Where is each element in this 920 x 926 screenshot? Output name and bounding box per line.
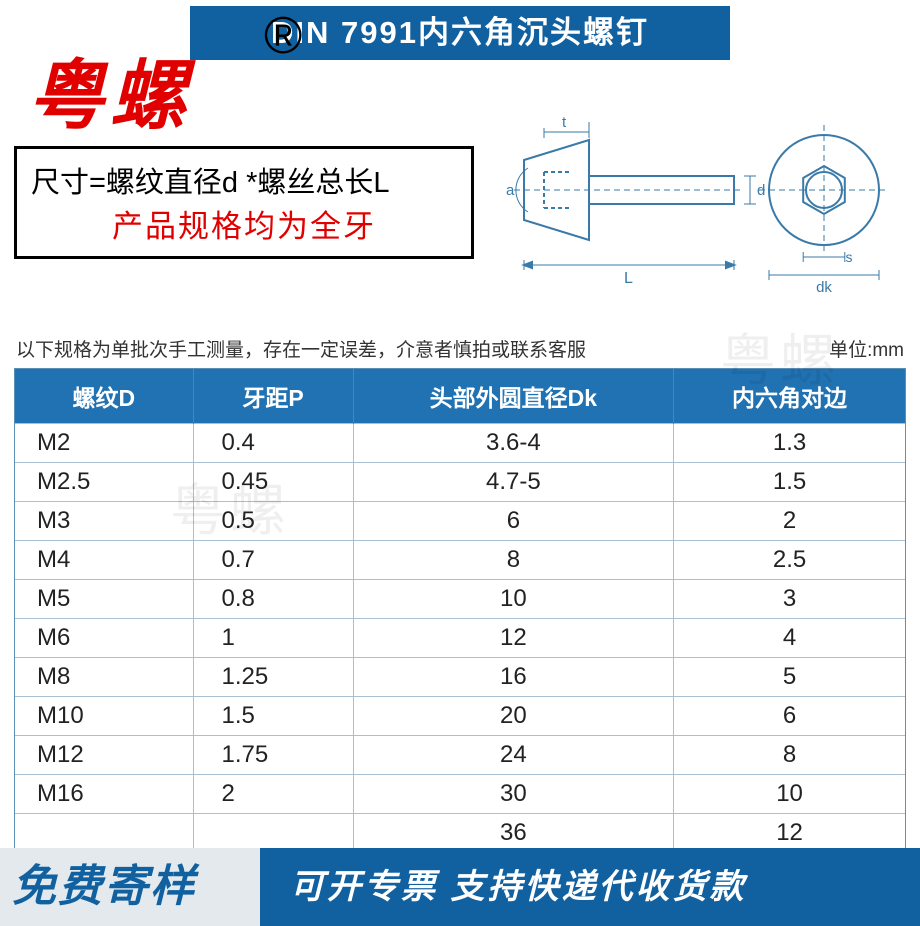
footer-banner: 免费寄样 可开专票 支持快递代收货款 — [0, 848, 920, 926]
label-s: s — [846, 249, 853, 265]
table-cell: M3 — [15, 502, 193, 541]
table-col-header: 牙距P — [193, 369, 353, 424]
table-cell: 4 — [674, 619, 905, 658]
table-col-header: 内六角对边 — [674, 369, 905, 424]
table-cell: 36 — [353, 814, 673, 853]
table-cell: M6 — [15, 619, 193, 658]
table-cell: M10 — [15, 697, 193, 736]
table-header-row: 螺纹D牙距P头部外圆直径Dk内六角对边 — [15, 369, 905, 424]
table-cell: 16 — [353, 658, 673, 697]
table-row: M2.50.454.7-51.5 — [15, 463, 905, 502]
table-cell: 2 — [193, 775, 353, 814]
label-d: d — [757, 182, 765, 199]
table-cell: 0.7 — [193, 541, 353, 580]
table-cell: 1.5 — [674, 463, 905, 502]
table-cell: 2 — [674, 502, 905, 541]
table-cell: 0.5 — [193, 502, 353, 541]
table-cell: 0.4 — [193, 424, 353, 463]
table-cell: 1.75 — [193, 736, 353, 775]
brand-logo: 粤螺 — [28, 34, 192, 144]
table-cell: M2.5 — [15, 463, 193, 502]
table-cell: 10 — [674, 775, 905, 814]
table-row: M40.782.5 — [15, 541, 905, 580]
table-col-header: 螺纹D — [15, 369, 193, 424]
spec-table: 螺纹D牙距P头部外圆直径Dk内六角对边 M20.43.6-41.3M2.50.4… — [15, 369, 905, 852]
table-cell: 3 — [674, 580, 905, 619]
table-cell: 12 — [353, 619, 673, 658]
table-cell: 1.25 — [193, 658, 353, 697]
table-cell: 0.45 — [193, 463, 353, 502]
table-row: M61124 — [15, 619, 905, 658]
table-row: M1623010 — [15, 775, 905, 814]
table-cell: 24 — [353, 736, 673, 775]
table-cell: 6 — [674, 697, 905, 736]
label-L: L — [624, 270, 633, 287]
table-cell: 4.7-5 — [353, 463, 673, 502]
table-col-header: 头部外圆直径Dk — [353, 369, 673, 424]
disclaimer-row: 以下规格为单批次手工测量，存在一定误差，介意者慎拍或联系客服 单位:mm — [0, 335, 920, 362]
table-cell — [193, 814, 353, 853]
label-t: t — [562, 114, 567, 131]
label-a: a — [506, 182, 515, 199]
spec-note: 产品规格均为全牙 — [31, 201, 457, 246]
table-row: M30.562 — [15, 502, 905, 541]
table-cell: M4 — [15, 541, 193, 580]
screw-diagram: t a d L s dk — [494, 106, 904, 315]
table-row: 3612 — [15, 814, 905, 853]
table-cell: 6 — [353, 502, 673, 541]
table-row: M81.25165 — [15, 658, 905, 697]
registered-mark: ® — [264, 6, 302, 66]
table-cell — [15, 814, 193, 853]
table-cell: M12 — [15, 736, 193, 775]
table-cell: 3.6-4 — [353, 424, 673, 463]
table-cell: 20 — [353, 697, 673, 736]
table-cell: M16 — [15, 775, 193, 814]
dimension-formula: 尺寸=螺纹直径d *螺丝总长L — [31, 159, 457, 201]
table-cell: 8 — [674, 736, 905, 775]
dimension-note-box: 尺寸=螺纹直径d *螺丝总长L 产品规格均为全牙 — [14, 146, 474, 259]
table-cell: 1 — [193, 619, 353, 658]
table-cell: 5 — [674, 658, 905, 697]
table-cell: 30 — [353, 775, 673, 814]
footer-left-text: 免费寄样 — [0, 848, 260, 926]
footer-right-text: 可开专票 支持快递代收货款 — [260, 848, 920, 926]
table-row: M121.75248 — [15, 736, 905, 775]
table-row: M20.43.6-41.3 — [15, 424, 905, 463]
table-cell: 12 — [674, 814, 905, 853]
table-cell: 8 — [353, 541, 673, 580]
table-cell: 2.5 — [674, 541, 905, 580]
table-cell: 1.3 — [674, 424, 905, 463]
unit-label: 单位:mm — [829, 335, 904, 362]
table-row: M101.5206 — [15, 697, 905, 736]
table-cell: 10 — [353, 580, 673, 619]
table-cell: M2 — [15, 424, 193, 463]
table-cell: M8 — [15, 658, 193, 697]
table-cell: M5 — [15, 580, 193, 619]
spec-table-wrap: 螺纹D牙距P头部外圆直径Dk内六角对边 M20.43.6-41.3M2.50.4… — [14, 368, 906, 853]
table-cell: 1.5 — [193, 697, 353, 736]
table-row: M50.8103 — [15, 580, 905, 619]
table-body: M20.43.6-41.3M2.50.454.7-51.5M30.562M40.… — [15, 424, 905, 853]
table-cell: 0.8 — [193, 580, 353, 619]
label-dk: dk — [816, 279, 832, 296]
disclaimer-text: 以下规格为单批次手工测量，存在一定误差，介意者慎拍或联系客服 — [16, 335, 586, 362]
